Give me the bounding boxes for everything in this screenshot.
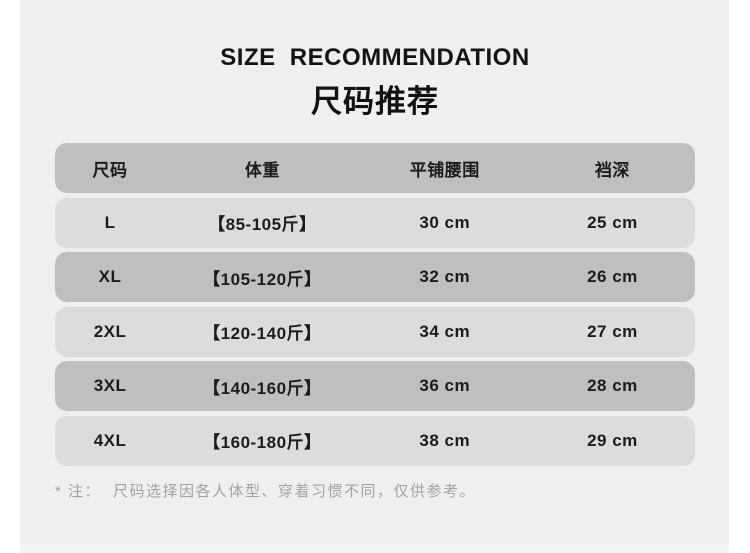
table-cell: 28 cm — [587, 376, 638, 395]
table-cell: 3XL — [93, 376, 127, 395]
table-cell: 32 cm — [419, 267, 471, 286]
table-cell: 26 cm — [587, 267, 638, 286]
table-row: 2XL 【120-140斤】 34 cm 27 cm — [55, 306, 695, 357]
card-bottom-strip — [20, 544, 729, 553]
table-cell: 【85-105斤】 — [208, 215, 317, 234]
table-cell: L — [104, 212, 116, 232]
table-cell: 4XL — [93, 430, 127, 450]
table-cell: 【120-140斤】 — [203, 324, 322, 343]
table-cell: 34 cm — [419, 321, 471, 341]
table-cell: 2XL — [93, 321, 127, 341]
size-table: 尺码 体重 平铺腰围 裆深 L 【85-105斤】 30 cm 25 cm XL 【105… — [55, 143, 695, 470]
table-header-row: 尺码 体重 平铺腰围 裆深 — [55, 143, 695, 193]
table-body: L 【85-105斤】 30 cm 25 cm XL 【105-120斤】 32 cm 26 … — [55, 197, 695, 466]
table-row: L 【85-105斤】 30 cm 25 cm — [55, 197, 695, 248]
column-header-size: 尺码 — [92, 160, 128, 180]
table-row: XL 【105-120斤】 32 cm 26 cm — [55, 252, 695, 302]
table-cell: 29 cm — [587, 430, 638, 450]
column-header-weight: 体重 — [244, 160, 280, 180]
table-row: 4XL 【160-180斤】 38 cm 29 cm — [55, 415, 695, 466]
table-cell: 38 cm — [419, 430, 471, 450]
table-cell: 【140-160斤】 — [203, 378, 322, 398]
table-cell: 30 cm — [419, 212, 471, 232]
table-cell: 25 cm — [587, 212, 638, 232]
table-row: 3XL 【140-160斤】 36 cm 28 cm — [55, 361, 695, 411]
table-cell: 【105-120斤】 — [203, 269, 322, 289]
footnote-label: * 注： — [55, 483, 102, 500]
section-title-english: SIZE RECOMMENDATION — [220, 44, 530, 71]
table-cell: XL — [98, 267, 122, 286]
footnote: * 注： 尺码选择因各人体型、穿着习惯不同，仅供参考。 — [55, 480, 705, 501]
section-title-chinese: 尺码推荐 — [311, 84, 439, 119]
footnote-text: 尺码选择因各人体型、穿着习惯不同，仅供参考。 — [113, 483, 477, 500]
table-cell: 27 cm — [587, 321, 638, 341]
column-header-crotch: 裆深 — [594, 160, 630, 180]
column-header-waist: 平铺腰围 — [409, 160, 480, 180]
table-cell: 36 cm — [419, 376, 471, 395]
table-cell: 【160-180斤】 — [203, 433, 322, 452]
